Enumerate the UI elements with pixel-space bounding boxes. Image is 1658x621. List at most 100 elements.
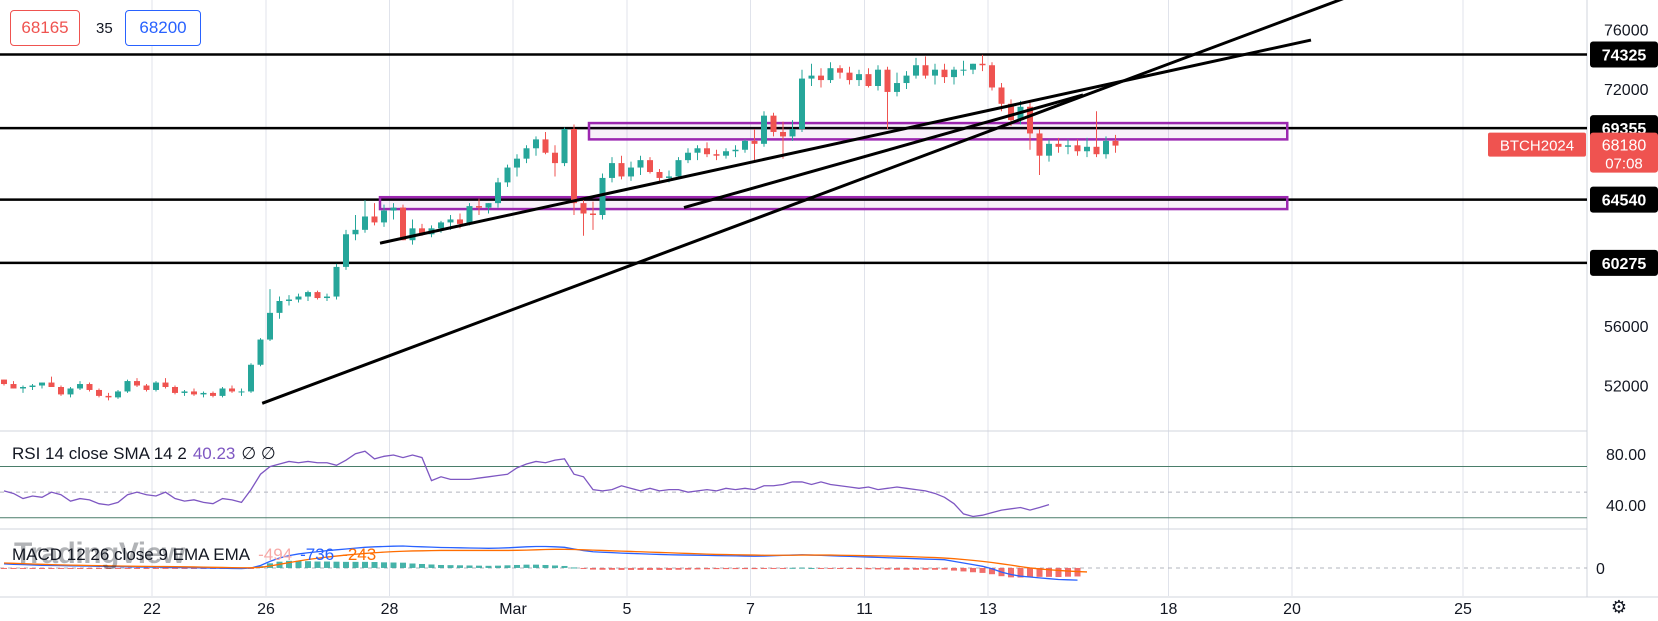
macd-hist-bar bbox=[39, 567, 45, 569]
rsi-extra: ∅ ∅ bbox=[241, 444, 276, 463]
macd-hist-bar bbox=[751, 567, 758, 570]
candle-body bbox=[286, 299, 292, 301]
settings-gear-icon[interactable]: ⚙ bbox=[1610, 597, 1628, 617]
candle-body bbox=[438, 222, 444, 229]
time-tick-label: 20 bbox=[1283, 601, 1301, 618]
candle-body bbox=[998, 87, 1005, 104]
macd-hist-bar bbox=[143, 567, 150, 569]
macd-hist-bar bbox=[134, 567, 140, 569]
macd-hist-bar bbox=[115, 567, 121, 569]
macd-hist-bar bbox=[390, 562, 397, 568]
macd-hist-bar bbox=[381, 562, 387, 568]
candle-body bbox=[685, 152, 691, 161]
level-label: 74325 bbox=[1602, 47, 1647, 64]
level-tag bbox=[1590, 41, 1658, 68]
candle-body bbox=[875, 69, 881, 86]
macd-hist-bar bbox=[400, 562, 406, 568]
candle-body bbox=[20, 387, 26, 389]
time-tick-label: 26 bbox=[257, 601, 275, 618]
macd-hist-bar bbox=[352, 561, 359, 568]
candle-body bbox=[951, 69, 957, 78]
candle-body bbox=[637, 160, 644, 168]
candle-body bbox=[580, 203, 587, 214]
macd-hist-bar bbox=[960, 567, 967, 572]
ask-price-button[interactable]: 68200 bbox=[125, 10, 201, 46]
macd-hist-bar bbox=[618, 567, 625, 570]
time-tick-label: 11 bbox=[856, 601, 873, 618]
candle-body bbox=[229, 388, 235, 392]
candle-body bbox=[1027, 106, 1033, 134]
candle-body bbox=[542, 139, 549, 153]
macd-hist-bar bbox=[1017, 567, 1024, 578]
macd-hist-bar bbox=[951, 567, 957, 571]
macd-hist-bar bbox=[989, 567, 995, 575]
candle-body bbox=[884, 69, 891, 92]
candle-body bbox=[656, 172, 663, 178]
candle-body bbox=[105, 395, 112, 398]
candle-body bbox=[257, 339, 264, 365]
macd-hist-bar bbox=[903, 567, 910, 570]
macd-legend[interactable]: MACD 12 26 close 9 EMA EMA -494 -736 -243 bbox=[12, 545, 376, 565]
price-axis: 76000 72000 56000 52000 80.00 40.00 0 bbox=[1596, 23, 1649, 578]
macd-pane bbox=[0, 545, 1587, 581]
bid-price-button[interactable]: 68165 bbox=[10, 10, 80, 46]
candle-body bbox=[210, 392, 216, 396]
macd-line-value: -736 bbox=[300, 545, 335, 564]
candle-body bbox=[267, 312, 273, 340]
candle-body bbox=[970, 63, 976, 70]
candle-body bbox=[48, 382, 55, 387]
macd-hist-bar bbox=[476, 565, 482, 568]
macd-hist-bar bbox=[1036, 567, 1043, 577]
macd-line bbox=[3, 545, 1078, 581]
macd-hist-bar bbox=[485, 565, 492, 568]
tradingview-logo: TradingView bbox=[14, 537, 185, 570]
candle-body bbox=[143, 385, 150, 390]
candle-body bbox=[590, 213, 596, 215]
macd-hist-bar bbox=[324, 561, 330, 568]
candle-body bbox=[343, 234, 349, 267]
candle-body bbox=[609, 163, 615, 178]
candle-body bbox=[115, 391, 121, 398]
rsi-legend[interactable]: RSI 14 close SMA 14 2 40.23 ∅ ∅ bbox=[12, 444, 276, 464]
rsi-line bbox=[3, 450, 1050, 518]
candle-body bbox=[846, 72, 853, 81]
candle-body bbox=[153, 382, 159, 390]
macd-hist-bar bbox=[438, 564, 444, 568]
macd-hist-bar bbox=[732, 567, 739, 570]
spread-value: 35 bbox=[96, 20, 113, 37]
candle-body bbox=[761, 115, 767, 144]
candles bbox=[1, 54, 1119, 401]
macd-hist-bar bbox=[1008, 567, 1014, 578]
channel-line bbox=[683, 93, 1084, 210]
candle-body bbox=[732, 149, 739, 152]
candle-body bbox=[162, 382, 169, 387]
last-price-box bbox=[1590, 132, 1658, 173]
candle-body bbox=[913, 65, 919, 76]
macd-hist-bar bbox=[172, 567, 178, 569]
macd-hist-bar bbox=[1055, 567, 1062, 578]
macd-hist-bar bbox=[647, 567, 653, 570]
macd-hist-bar bbox=[20, 567, 26, 569]
macd-hist-bar bbox=[77, 567, 83, 569]
candle-body bbox=[1, 379, 7, 385]
macd-hist-bar bbox=[704, 567, 710, 570]
time-tick-label: 18 bbox=[1160, 601, 1178, 618]
candle-body bbox=[96, 389, 102, 396]
zone-box bbox=[378, 195, 1289, 211]
level-tag bbox=[1590, 186, 1658, 213]
macd-hist-bar bbox=[713, 567, 720, 570]
rsi-pane bbox=[0, 450, 1587, 519]
macd-hist-bar bbox=[590, 567, 596, 570]
symbol-tag: BTCH2024 bbox=[1500, 138, 1574, 155]
macd-hist-bar bbox=[362, 561, 368, 568]
candle-body bbox=[485, 203, 492, 208]
macd-hist-bar bbox=[314, 561, 321, 568]
macd-hist-bar bbox=[153, 567, 159, 569]
macd-signal-value: -243 bbox=[342, 545, 377, 564]
candle-body bbox=[780, 131, 786, 137]
macd-hist-bar bbox=[504, 565, 511, 568]
channel-line bbox=[379, 38, 1312, 245]
last-price: 68180 bbox=[1602, 138, 1647, 155]
